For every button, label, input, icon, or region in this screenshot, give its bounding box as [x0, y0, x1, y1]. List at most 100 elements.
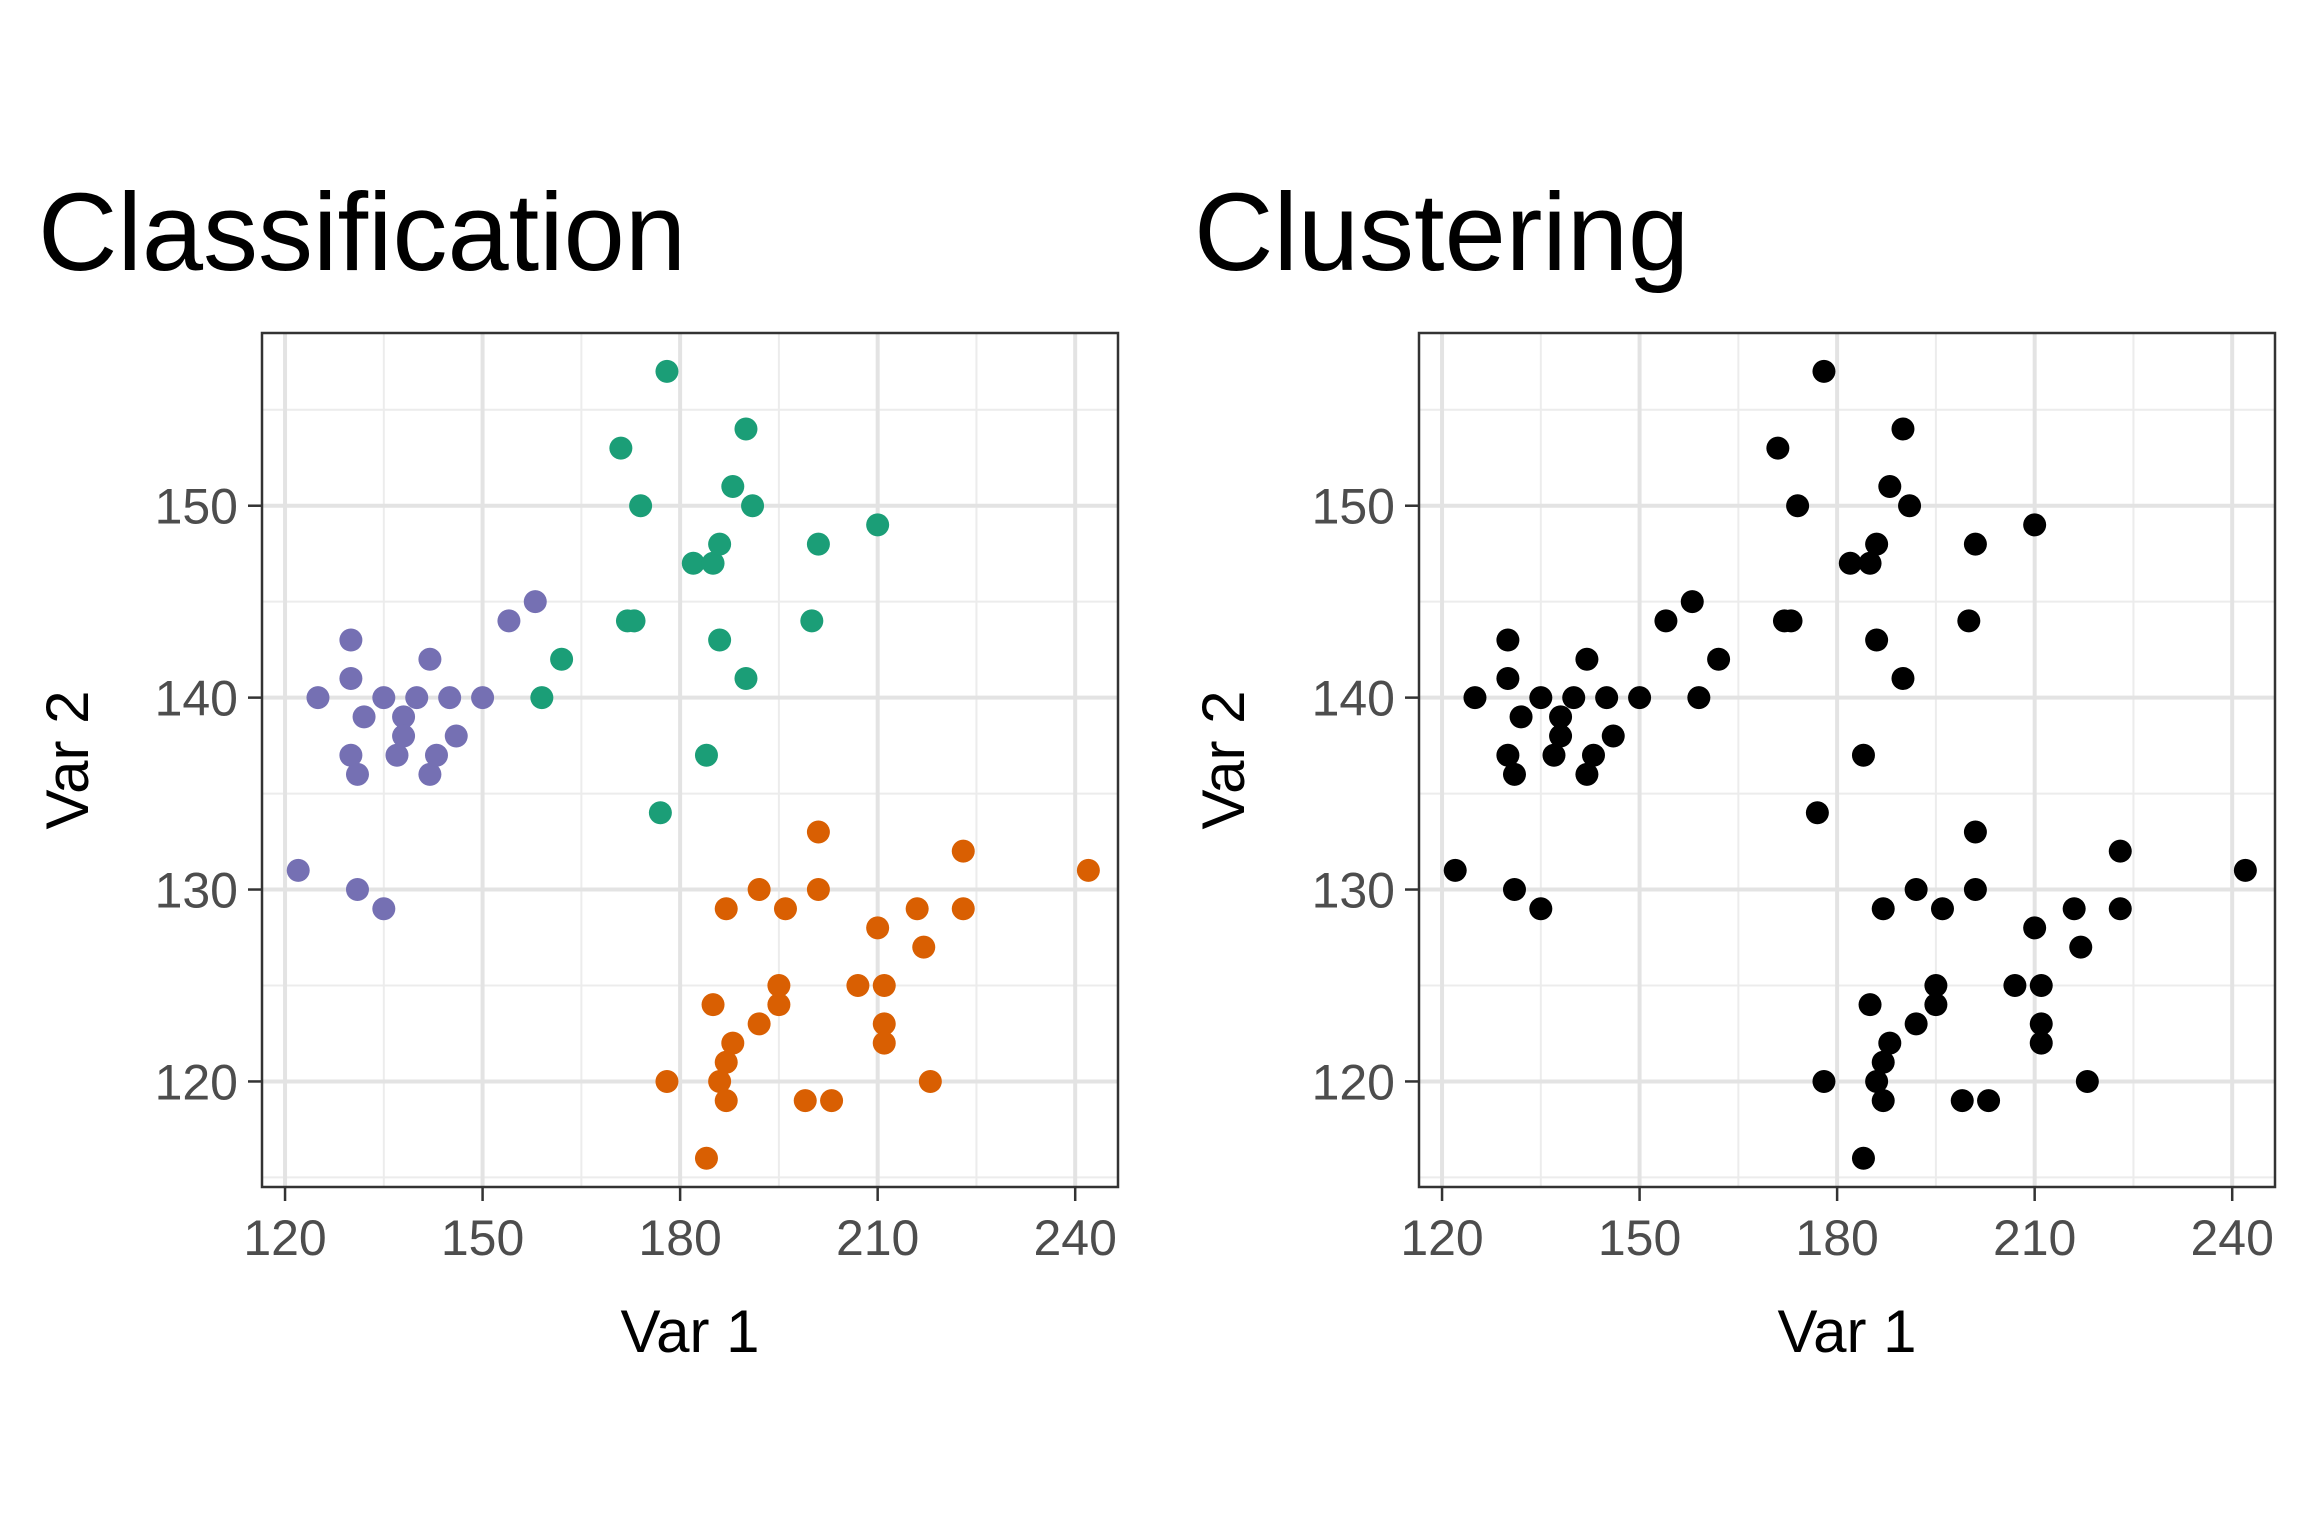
clustering-point — [1502, 878, 1526, 902]
classification-point — [345, 762, 369, 786]
classification-point — [806, 532, 830, 556]
clustering-point — [1904, 1012, 1928, 1036]
clustering-point — [1575, 647, 1599, 671]
classification-x-tick-label: 180 — [638, 1210, 721, 1266]
clustering-point — [1628, 686, 1652, 710]
clustering-point — [1865, 628, 1889, 652]
classification-y-tick-label: 120 — [155, 1054, 238, 1110]
classification-point — [438, 686, 462, 710]
clustering-y-tick-label: 120 — [1312, 1054, 1395, 1110]
classification-point — [392, 724, 416, 748]
classification-point — [306, 686, 330, 710]
classification-x-axis-label: Var 1 — [621, 1298, 760, 1365]
clustering-point — [1529, 897, 1553, 921]
classification-point — [846, 973, 870, 997]
classification-point — [648, 801, 672, 825]
clustering-point — [1786, 494, 1810, 518]
clustering-y-tick-label: 140 — [1312, 671, 1395, 727]
clustering-y-tick-label: 130 — [1312, 863, 1395, 919]
clustering-point — [1977, 1089, 2001, 1113]
classification-point — [418, 762, 442, 786]
classification-ticks: 120 150 180 210 240 120 130 140 150 — [155, 479, 1117, 1266]
classification-point — [708, 628, 732, 652]
classification-panel: Classification 120 150 180 210 2401201301401… — [34, 171, 1120, 1365]
clustering-title: Clustering — [1194, 171, 1689, 294]
clustering-point — [1963, 532, 1987, 556]
classification-minor-grid — [262, 333, 1118, 1187]
clustering-point — [1871, 897, 1895, 921]
classification-point — [392, 705, 416, 729]
clustering-point — [1529, 686, 1553, 710]
clustering-x-tick-label: 180 — [1795, 1210, 1878, 1266]
classification-point — [872, 1031, 896, 1055]
classification-point — [1076, 858, 1100, 882]
classification-point — [767, 973, 791, 997]
clustering-point — [2233, 858, 2257, 882]
classification-point — [721, 475, 745, 499]
classification-point — [806, 820, 830, 844]
classification-point — [714, 897, 738, 921]
classification-point — [530, 686, 554, 710]
clustering-point — [1502, 762, 1526, 786]
classification-point — [793, 1089, 817, 1113]
clustering-point — [2062, 897, 2086, 921]
clustering-point — [2075, 1069, 2099, 1093]
classification-point — [372, 897, 396, 921]
classification-point — [708, 532, 732, 556]
classification-point — [767, 993, 791, 1017]
classification-point — [339, 743, 363, 767]
classification-point — [708, 1069, 732, 1093]
clustering-point — [1963, 820, 1987, 844]
clustering-point — [1950, 1089, 1974, 1113]
classification-point — [339, 666, 363, 690]
classification-point — [629, 494, 653, 518]
classification-point — [655, 359, 679, 383]
classification-point — [609, 436, 633, 460]
clustering-y-axis-label: Var 2 — [1190, 691, 1257, 830]
clustering-panel: Clustering 120 150 180 210 240 120 130 140 150 V… — [1190, 171, 2277, 1365]
clustering-point — [1549, 724, 1573, 748]
classification-y-tick-label: 130 — [155, 863, 238, 919]
clustering-point — [1898, 494, 1922, 518]
classification-x-tick-label: 150 — [441, 1210, 524, 1266]
classification-point — [701, 993, 725, 1017]
classification-point — [497, 609, 521, 633]
classification-point — [550, 647, 574, 671]
classification-y-axis-label: Var 2 — [34, 691, 101, 830]
clustering-point — [1891, 417, 1915, 441]
classification-y-tick-label: 140 — [155, 671, 238, 727]
clustering-point — [2029, 1031, 2053, 1055]
clustering-point — [1549, 705, 1573, 729]
clustering-point — [1687, 686, 1711, 710]
clustering-point — [2029, 1012, 2053, 1036]
classification-x-tick-label: 210 — [836, 1210, 919, 1266]
clustering-point — [1851, 1146, 1875, 1170]
clustering-point — [1865, 1069, 1889, 1093]
classification-plot-border — [260, 331, 1120, 1189]
clustering-point — [1904, 878, 1928, 902]
classification-point — [714, 1089, 738, 1113]
classification-point — [741, 494, 765, 518]
classification-point — [872, 1012, 896, 1036]
clustering-point — [1891, 666, 1915, 690]
clustering-point — [2108, 839, 2132, 863]
clustering-point — [1496, 666, 1520, 690]
clustering-ticks: 120 150 180 210 240 120 130 140 150 — [1312, 479, 2274, 1266]
classification-point — [523, 590, 547, 614]
clustering-x-tick-label: 240 — [2190, 1210, 2273, 1266]
clustering-point — [1878, 1031, 1902, 1055]
clustering-point — [1463, 686, 1487, 710]
clustering-point — [1581, 743, 1605, 767]
classification-point — [714, 1050, 738, 1074]
clustering-point — [1930, 897, 1954, 921]
classification-point — [286, 858, 310, 882]
classification-point — [471, 686, 495, 710]
classification-title: Classification — [38, 171, 686, 294]
clustering-point — [1871, 1089, 1895, 1113]
clustering-point — [2023, 513, 2047, 537]
clustering-point — [1865, 532, 1889, 556]
clustering-point — [1654, 609, 1678, 633]
classification-point — [872, 973, 896, 997]
clustering-point — [1443, 858, 1467, 882]
clustering-point — [1851, 743, 1875, 767]
